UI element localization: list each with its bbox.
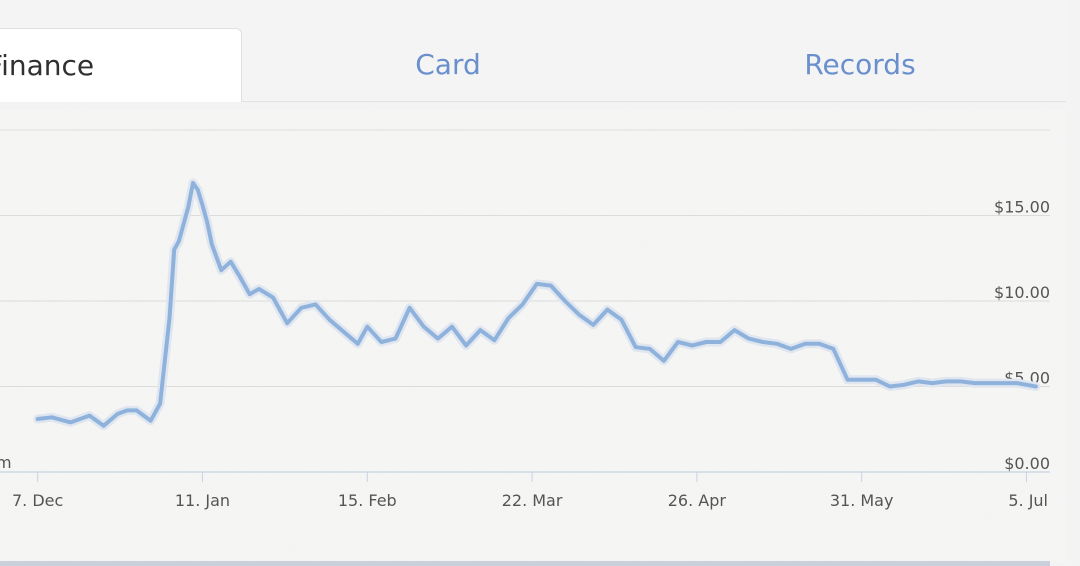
y-tick-label: $0.00 (1004, 454, 1050, 473)
x-tick-label: 22. Mar (502, 491, 563, 510)
bottom-rule (0, 561, 1050, 566)
x-tick-label: 7. Dec (12, 491, 63, 510)
series-line (35, 181, 1038, 428)
y-tick-label: $10.00 (994, 283, 1050, 302)
tab-finance-label: Finance (0, 49, 95, 82)
x-tick-label: 31. May (830, 491, 894, 510)
chart-svg: 7. Dec 11. Jan 15. Feb 22. Mar 26. Apr 31. Ma… (0, 110, 1066, 562)
tab-card-label: Card (415, 48, 481, 81)
tab-card[interactable]: Card (320, 0, 576, 101)
axis-fragment-label: m (0, 453, 12, 472)
tab-finance[interactable]: Finance (0, 28, 242, 102)
tab-records-label: Records (804, 48, 916, 81)
x-tick-label: 26. Apr (668, 491, 727, 510)
x-tick-label: 5. Jul (1008, 491, 1048, 510)
price-chart: 7. Dec 11. Jan 15. Feb 22. Mar 26. Apr 31. Ma… (0, 110, 1066, 562)
y-tick-label: $15.00 (994, 198, 1050, 217)
tab-bar: Finance Card Records (0, 0, 1066, 102)
tab-records[interactable]: Records (732, 0, 988, 101)
x-tick-label: 11. Jan (175, 491, 230, 510)
plot-texture (0, 110, 1066, 562)
x-tick-label: 15. Feb (338, 491, 397, 510)
